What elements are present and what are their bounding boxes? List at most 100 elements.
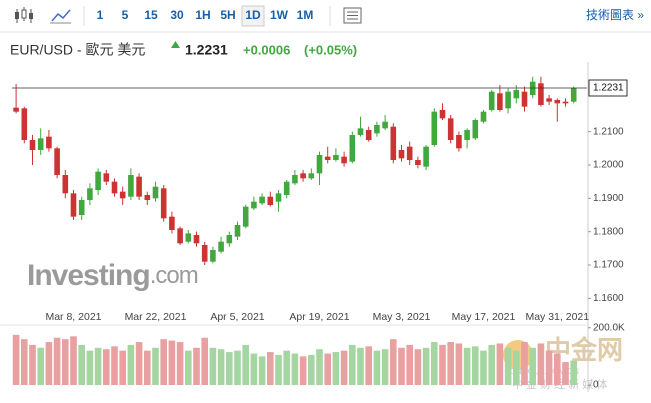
- candle-body: [13, 107, 19, 112]
- candle-body: [472, 120, 479, 139]
- y-tick-label: 1.2000: [593, 160, 624, 171]
- candle-body: [562, 101, 569, 104]
- volume-bar: [78, 344, 85, 385]
- volume-bar: [496, 343, 504, 385]
- volume-bar: [373, 350, 381, 385]
- cn-site: CNGOLD.COM.CN: [510, 367, 579, 376]
- interval-button[interactable]: 1M: [297, 8, 314, 22]
- candle-body: [382, 121, 388, 129]
- logo-watermark: Investing.com: [27, 259, 198, 292]
- candle-body: [169, 216, 175, 230]
- settings-icon[interactable]: [343, 7, 362, 24]
- candle-body: [390, 126, 397, 160]
- selected-interval-box: [241, 5, 265, 27]
- candle-body: [488, 91, 495, 110]
- volume-bar: [86, 350, 94, 385]
- y-tick-label: 1.1700: [593, 260, 624, 271]
- volume-bar: [226, 352, 233, 385]
- volume-bar: [431, 342, 438, 385]
- candle-body: [464, 130, 470, 140]
- candle-body: [62, 175, 69, 194]
- candle-body: [259, 196, 265, 204]
- candle-body: [439, 110, 446, 119]
- candle-body: [308, 173, 315, 179]
- candle-body: [218, 241, 224, 252]
- candle-body: [447, 118, 454, 140]
- volume-bar: [144, 350, 151, 385]
- candle-body: [546, 98, 552, 102]
- interval-button[interactable]: 1H: [195, 8, 210, 22]
- candle-body: [292, 175, 298, 184]
- volume-bar: [127, 344, 135, 385]
- volume-bar: [537, 343, 545, 385]
- volume-bar: [250, 353, 258, 385]
- interval-button[interactable]: 1D: [245, 8, 261, 22]
- volume-bar: [521, 342, 528, 385]
- volume-bar: [332, 352, 340, 385]
- volume-bar: [365, 346, 372, 385]
- candle-body: [21, 108, 28, 140]
- volume-bar: [217, 349, 225, 385]
- volume-bar: [21, 339, 28, 385]
- interval-button[interactable]: 5: [122, 8, 129, 22]
- interval-button[interactable]: 15: [144, 8, 158, 22]
- candle-body: [70, 193, 77, 217]
- volume-bar: [45, 342, 53, 385]
- last-price-box: [588, 79, 628, 97]
- volume-bar: [37, 347, 44, 385]
- candle-body: [160, 188, 167, 219]
- last-price: 1.2231: [185, 42, 228, 58]
- candle-body: [538, 83, 544, 105]
- candle-body: [505, 91, 511, 109]
- interval-button[interactable]: 5H: [220, 8, 235, 22]
- x-tick-label: Mar 22, 2021: [125, 311, 187, 323]
- volume-bar: [185, 350, 192, 385]
- candle-body: [111, 181, 118, 194]
- volume-bar: [176, 342, 184, 385]
- volume-bar: [291, 353, 299, 385]
- volume-bar: [545, 350, 553, 385]
- technical-chart-link[interactable]: 技術圖表 »: [586, 8, 644, 22]
- volume-bar: [12, 334, 20, 385]
- candle-body: [267, 196, 274, 205]
- line-icon[interactable]: [50, 9, 71, 24]
- volume-bar: [504, 347, 512, 385]
- interval-button[interactable]: 1W: [270, 8, 289, 22]
- volume-bar: [193, 347, 200, 385]
- volume-bar: [570, 360, 577, 385]
- candle-body: [95, 171, 101, 190]
- candle-body: [87, 188, 93, 200]
- volume-tick-label: 0: [593, 380, 599, 391]
- volume-bar: [398, 347, 405, 385]
- y-tick-label: 1.1600: [593, 293, 624, 304]
- volume-bar: [439, 344, 446, 385]
- interval-button[interactable]: 1: [97, 8, 104, 22]
- candle-body: [431, 111, 438, 145]
- volume-bar: [390, 339, 397, 385]
- volume-tick-label: 200.0K: [593, 322, 625, 333]
- volume-bar: [29, 344, 36, 385]
- volume-bar: [119, 350, 126, 385]
- volume-bar: [324, 353, 331, 385]
- volume-bar: [70, 336, 77, 385]
- candle-body: [193, 235, 200, 244]
- y-tick-label: 1.1900: [593, 193, 624, 204]
- candle-body: [423, 146, 429, 167]
- change-percent: (+0.05%): [304, 42, 357, 57]
- volume-bar: [414, 349, 422, 385]
- x-tick-label: Mar 8, 2021: [45, 311, 101, 323]
- volume-bar: [103, 349, 110, 385]
- volume-bar: [463, 347, 471, 385]
- candle-body: [456, 135, 462, 149]
- x-tick-label: May 3, 2021: [373, 311, 431, 323]
- candle-body: [415, 160, 421, 165]
- candle-body: [341, 156, 347, 164]
- volume-bar: [529, 347, 536, 385]
- candle-body: [177, 228, 183, 244]
- candle-body: [29, 140, 36, 150]
- interval-button[interactable]: 30: [170, 8, 184, 22]
- volume-bar: [111, 346, 118, 385]
- candle-icon[interactable]: [15, 7, 33, 23]
- volume-bar: [340, 350, 348, 385]
